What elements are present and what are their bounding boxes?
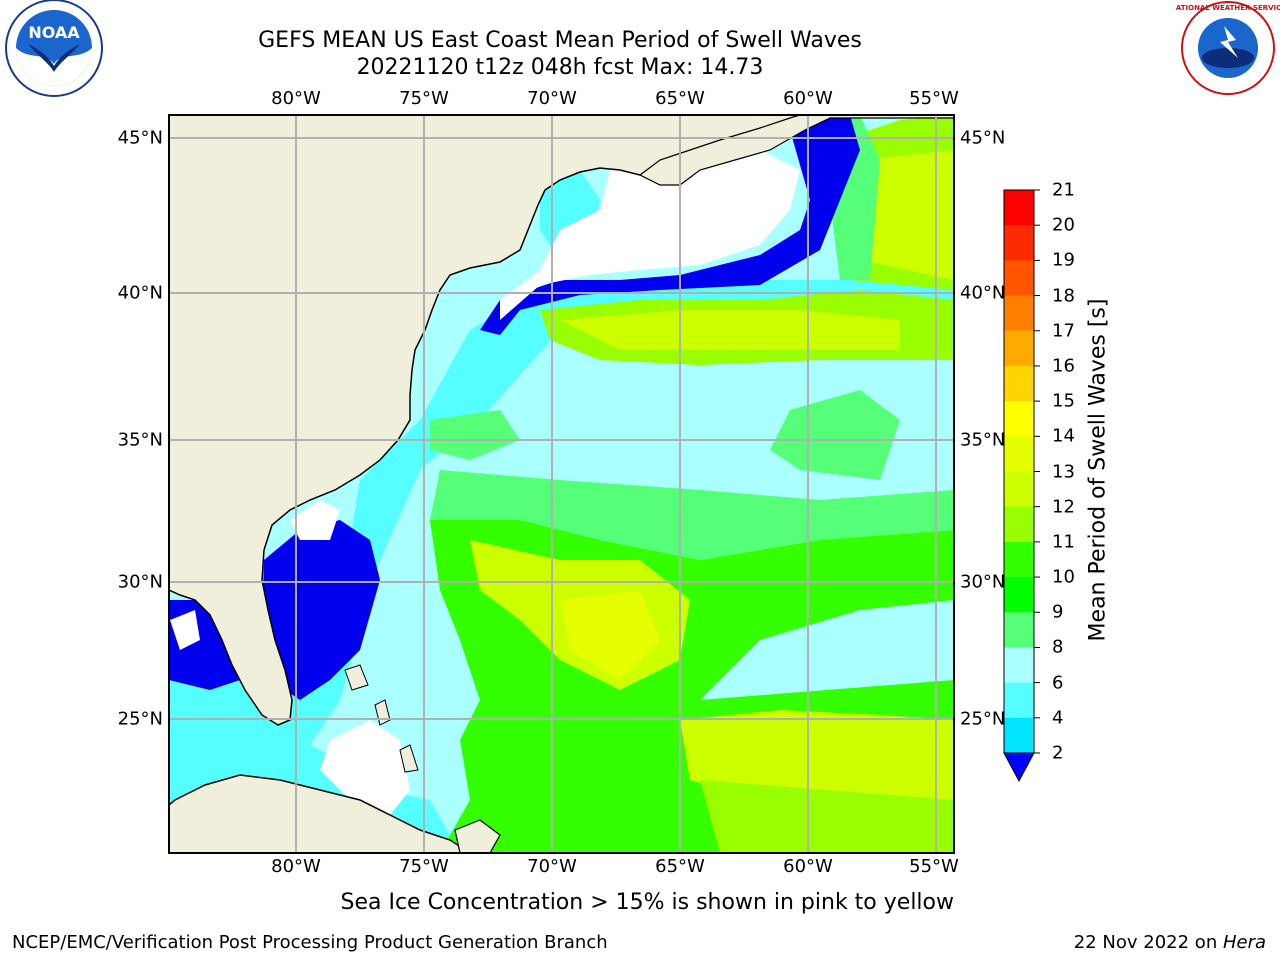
colorbar-segment — [1004, 330, 1034, 367]
colorbar-segment — [1004, 541, 1034, 578]
lat-label-right: 40°N — [960, 282, 1006, 304]
colorbar-segment — [1004, 647, 1034, 684]
colorbar-tick-label: 18 — [1052, 285, 1075, 307]
lon-label-top: 80°W — [271, 88, 321, 109]
lon-label-top: 75°W — [399, 88, 449, 109]
colorbar-tick-label: 12 — [1052, 496, 1075, 518]
colorbar-label: Mean Period of Swell Waves [s] — [1085, 298, 1111, 642]
colorbar-segment — [1004, 682, 1034, 719]
lat-label-right: 45°N — [960, 127, 1006, 149]
map-frame — [168, 114, 955, 854]
colorbar-segment — [1004, 190, 1034, 226]
lat-label-right: 35°N — [960, 429, 1006, 451]
map-title: GEFS MEAN US East Coast Mean Period of S… — [258, 28, 862, 53]
colorbar-tick-label: 9 — [1052, 601, 1064, 623]
colorbar-segment — [1004, 506, 1034, 543]
colorbar-tick-label: 13 — [1052, 461, 1075, 482]
footer-credit: NCEP/EMC/Verification Post Processing Pr… — [12, 932, 608, 953]
lon-label-bottom: 60°W — [783, 856, 833, 877]
lon-label-bottom: 55°W — [909, 856, 959, 877]
lat-label-left: 40°N — [117, 282, 163, 304]
lon-label-top: 65°W — [655, 88, 705, 109]
lon-label-bottom: 65°W — [655, 856, 705, 877]
lon-label-bottom: 75°W — [399, 856, 449, 877]
colorbar-segment — [1004, 717, 1034, 754]
footer-host: Hera — [1222, 932, 1266, 953]
colorbar-segment — [1004, 577, 1034, 613]
lat-label-left: 45°N — [117, 127, 163, 149]
lat-label-right: 30°N — [960, 571, 1006, 593]
colorbar-tick-label: 6 — [1052, 672, 1064, 694]
lon-label-top: 55°W — [909, 88, 959, 109]
nws-logo-icon: NATIONAL WEATHER SERVICE — [1176, 1, 1280, 95]
colorbar — [1003, 189, 1040, 783]
colorbar-tick-label: 4 — [1052, 707, 1064, 729]
lat-label-left: 25°N — [117, 708, 163, 730]
sea-ice-note: Sea Ice Concentration > 15% is shown in … — [340, 890, 954, 915]
cuba-land — [169, 774, 472, 853]
colorbar-segment — [1004, 436, 1034, 472]
graticule — [169, 115, 954, 853]
colorbar-tick-label: 17 — [1052, 320, 1075, 342]
colorbar-tick-label: 10 — [1052, 566, 1075, 588]
lon-label-top: 70°W — [527, 88, 577, 109]
footer-date: 22 Nov 2022 on Hera — [1074, 932, 1266, 953]
lon-label-top: 60°W — [783, 88, 833, 109]
nova-scotia-land — [638, 115, 954, 186]
lon-label-bottom: 80°W — [271, 856, 321, 877]
colorbar-segment — [1004, 365, 1034, 402]
colorbar-tick-label: 19 — [1052, 249, 1075, 271]
colorbar-tick-label: 20 — [1052, 214, 1075, 236]
noaa-logo-text: NOAA — [28, 23, 80, 42]
lat-label-left: 30°N — [117, 571, 163, 593]
lat-label-right: 25°N — [960, 708, 1006, 730]
colorbar-segment — [1004, 471, 1034, 508]
lon-label-bottom: 70°W — [527, 856, 577, 877]
colorbar-tick-label: 14 — [1052, 425, 1075, 447]
lat-label-left: 35°N — [117, 429, 163, 451]
colorbar-tick-label: 21 — [1052, 179, 1075, 201]
colorbar-tick-label: 16 — [1052, 355, 1075, 377]
colorbar-tick-label: 8 — [1052, 636, 1064, 658]
nws-logo-text: NATIONAL WEATHER SERVICE — [1176, 4, 1280, 12]
noaa-logo-icon: NOAA — [5, 0, 103, 97]
colorbar-segment — [1004, 401, 1034, 437]
map-subtitle: 20221120 t12z 048h fcst Max: 14.73 — [356, 55, 764, 80]
colorbar-tick-label: 2 — [1052, 742, 1064, 764]
colorbar-segment — [1004, 225, 1034, 261]
land-mass — [169, 115, 821, 726]
footer-date-text: 22 Nov 2022 on — [1073, 932, 1223, 953]
swell-field — [169, 115, 954, 853]
colorbar-segment — [1004, 295, 1034, 332]
colorbar-segment — [1004, 260, 1034, 297]
colorbar-tick-label: 11 — [1052, 531, 1075, 553]
colorbar-tick-label: 15 — [1052, 390, 1075, 412]
colorbar-segment — [1004, 612, 1034, 648]
colorbar-extend-arrow — [1003, 752, 1035, 783]
